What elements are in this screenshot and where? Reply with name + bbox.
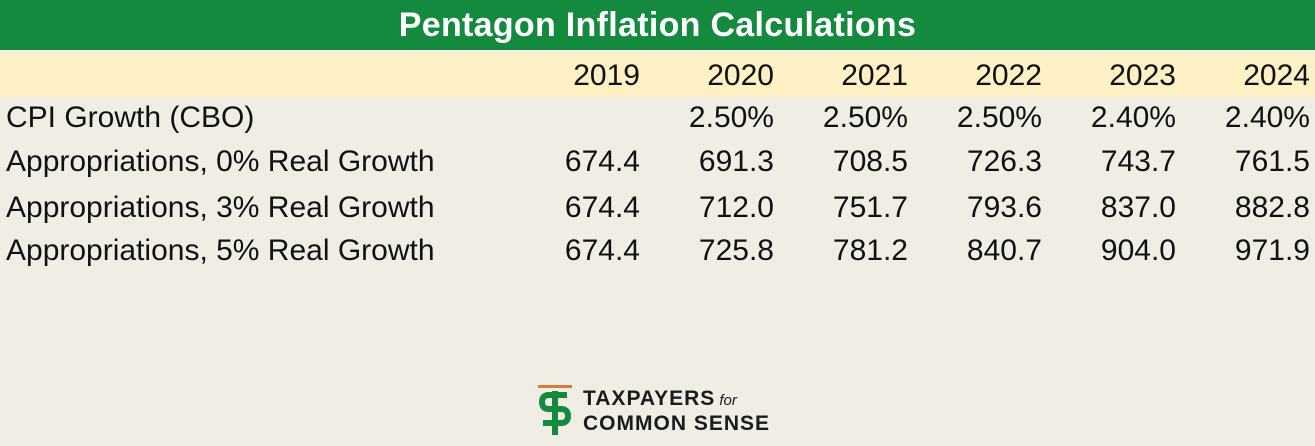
table-cell: 781.2 [832, 234, 908, 267]
table-cell: 971.9 [1234, 234, 1310, 267]
chart-title-text: Pentagon Inflation Calculations [398, 5, 917, 44]
table-cell: 708.5 [832, 145, 908, 178]
table-cell: 840.7 [966, 234, 1042, 267]
table-cell: 2.50% [688, 101, 774, 134]
table-cell: 2.40% [1090, 101, 1176, 134]
table-cell: 726.3 [966, 145, 1042, 178]
logo-for: for [719, 392, 737, 409]
logo-line2: COMMON SENSE [583, 412, 771, 435]
logo-text: TAXPAYERS for COMMON SENSE [583, 387, 770, 435]
header-row [0, 54, 1315, 97]
row-label: Appropriations, 0% Real Growth [6, 145, 435, 178]
table-cell: 725.8 [698, 234, 774, 267]
table-cell: 837.0 [1100, 191, 1176, 224]
table-cell: 793.6 [966, 191, 1042, 224]
taxpayers-logo: TAXPAYERS for COMMON SENSE [537, 383, 797, 437]
column-header-2022: 2022 [975, 59, 1042, 92]
table-cell: 882.8 [1234, 191, 1310, 224]
table-cell: 751.7 [832, 191, 908, 224]
column-header-2023: 2023 [1109, 59, 1176, 92]
table-cell: 691.3 [698, 145, 774, 178]
column-header-2021: 2021 [841, 59, 908, 92]
row-label: Appropriations, 5% Real Growth [6, 234, 435, 267]
table-cell: 761.5 [1234, 145, 1310, 178]
chart-title: Pentagon Inflation Calculations [0, 0, 1315, 50]
column-header-2024: 2024 [1243, 59, 1310, 92]
table-cell: 2.50% [822, 101, 908, 134]
row-label: Appropriations, 3% Real Growth [6, 191, 435, 224]
table-cell: 712.0 [698, 191, 774, 224]
table-cell: 2.40% [1224, 101, 1310, 134]
table-cell: 674.4 [564, 145, 640, 178]
table-cell: 2.50% [956, 101, 1042, 134]
column-header-2019: 2019 [573, 59, 640, 92]
row-label: CPI Growth (CBO) [6, 101, 255, 134]
table-cell: 674.4 [564, 234, 640, 267]
table-cell: 674.4 [564, 191, 640, 224]
table-cell: 743.7 [1100, 145, 1176, 178]
table-cell: 904.0 [1100, 234, 1176, 267]
tcs-logo-icon [538, 385, 572, 435]
logo-line1: TAXPAYERS [583, 387, 716, 410]
column-header-2020: 2020 [707, 59, 774, 92]
